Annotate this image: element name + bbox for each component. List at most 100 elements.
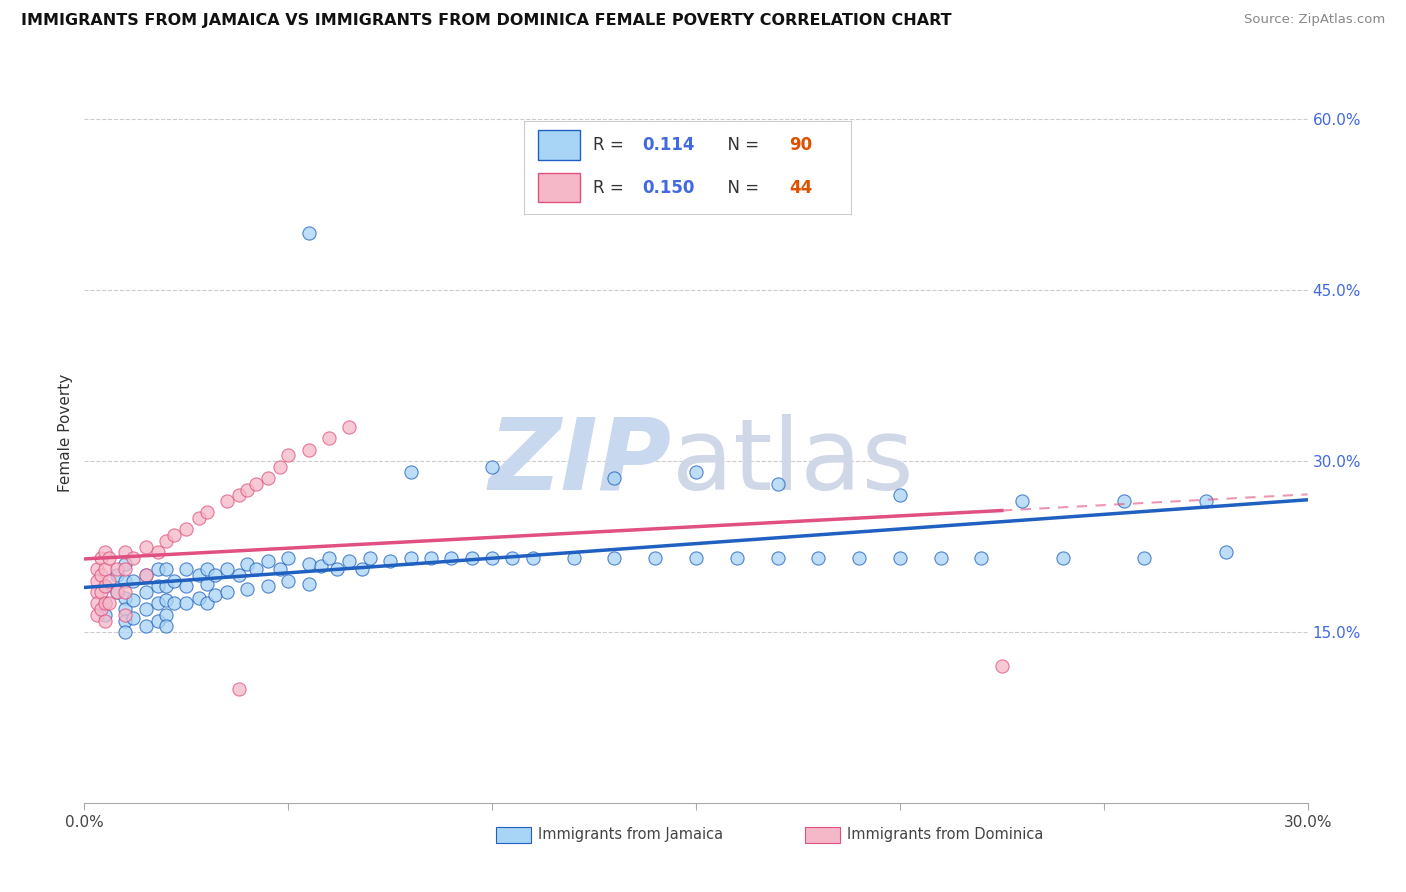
- Point: [257, 554, 280, 568]
- Point: [359, 550, 381, 565]
- Point: [174, 562, 197, 576]
- Point: [807, 550, 830, 565]
- Point: [163, 574, 186, 588]
- Point: [298, 442, 321, 457]
- Point: [135, 568, 157, 582]
- Point: [440, 550, 463, 565]
- Point: [174, 523, 197, 537]
- Point: [420, 550, 443, 565]
- Point: [481, 550, 503, 565]
- Point: [399, 550, 422, 565]
- Bar: [537, 130, 581, 160]
- Point: [155, 607, 177, 622]
- Point: [163, 528, 186, 542]
- Text: Immigrants from Jamaica: Immigrants from Jamaica: [537, 827, 723, 841]
- Point: [155, 562, 177, 576]
- Point: [380, 554, 402, 568]
- Y-axis label: Female Poverty: Female Poverty: [58, 374, 73, 491]
- Point: [122, 574, 145, 588]
- Point: [298, 227, 321, 241]
- Text: 0.114: 0.114: [643, 136, 695, 154]
- Point: [105, 568, 128, 582]
- Point: [93, 579, 115, 593]
- Point: [135, 585, 157, 599]
- Point: [1195, 494, 1218, 508]
- Point: [146, 579, 169, 593]
- Point: [114, 591, 136, 605]
- Point: [114, 607, 136, 622]
- Point: [502, 550, 524, 565]
- Point: [269, 562, 291, 576]
- Point: [114, 585, 136, 599]
- Point: [187, 511, 209, 525]
- Point: [93, 614, 115, 628]
- Point: [326, 562, 349, 576]
- Point: [848, 550, 870, 565]
- Point: [114, 545, 136, 559]
- Text: N =: N =: [717, 136, 763, 154]
- Text: N =: N =: [717, 178, 763, 196]
- Point: [399, 466, 422, 480]
- Text: IMMIGRANTS FROM JAMAICA VS IMMIGRANTS FROM DOMINICA FEMALE POVERTY CORRELATION C: IMMIGRANTS FROM JAMAICA VS IMMIGRANTS FR…: [21, 13, 952, 29]
- Point: [195, 505, 218, 519]
- Point: [236, 557, 259, 571]
- Point: [929, 550, 952, 565]
- Point: [174, 579, 197, 593]
- Point: [236, 582, 259, 596]
- Point: [114, 562, 136, 576]
- Point: [93, 579, 115, 593]
- Point: [481, 459, 503, 474]
- Point: [318, 550, 340, 565]
- Point: [245, 476, 267, 491]
- Text: ZIP: ZIP: [488, 414, 672, 511]
- Point: [146, 614, 169, 628]
- Point: [644, 550, 666, 565]
- Point: [603, 471, 626, 485]
- Point: [298, 577, 321, 591]
- Point: [970, 550, 993, 565]
- Point: [685, 550, 707, 565]
- Point: [114, 614, 136, 628]
- Point: [97, 574, 120, 588]
- Point: [90, 550, 112, 565]
- Point: [122, 550, 145, 565]
- Point: [269, 459, 291, 474]
- Point: [217, 585, 239, 599]
- Point: [86, 562, 108, 576]
- Point: [187, 591, 209, 605]
- Point: [155, 579, 177, 593]
- Point: [228, 681, 250, 696]
- Point: [146, 545, 169, 559]
- Text: 90: 90: [789, 136, 813, 154]
- Point: [135, 540, 157, 554]
- Point: [889, 488, 911, 502]
- Point: [766, 476, 789, 491]
- Point: [228, 488, 250, 502]
- Point: [889, 550, 911, 565]
- Point: [105, 585, 128, 599]
- Bar: [537, 173, 581, 202]
- Point: [195, 597, 218, 611]
- Point: [217, 494, 239, 508]
- Point: [204, 568, 226, 582]
- Text: 0.150: 0.150: [643, 178, 695, 196]
- Point: [277, 449, 299, 463]
- Text: Immigrants from Dominica: Immigrants from Dominica: [846, 827, 1043, 841]
- Point: [277, 550, 299, 565]
- Point: [725, 550, 748, 565]
- Point: [1215, 545, 1237, 559]
- Point: [105, 562, 128, 576]
- Point: [187, 568, 209, 582]
- Text: R =: R =: [593, 136, 627, 154]
- Point: [93, 597, 115, 611]
- Point: [155, 593, 177, 607]
- Point: [318, 431, 340, 445]
- Point: [562, 550, 585, 565]
- Point: [195, 562, 218, 576]
- Point: [685, 466, 707, 480]
- Point: [277, 574, 299, 588]
- Point: [339, 554, 361, 568]
- Point: [135, 568, 157, 582]
- Point: [155, 533, 177, 548]
- Point: [97, 597, 120, 611]
